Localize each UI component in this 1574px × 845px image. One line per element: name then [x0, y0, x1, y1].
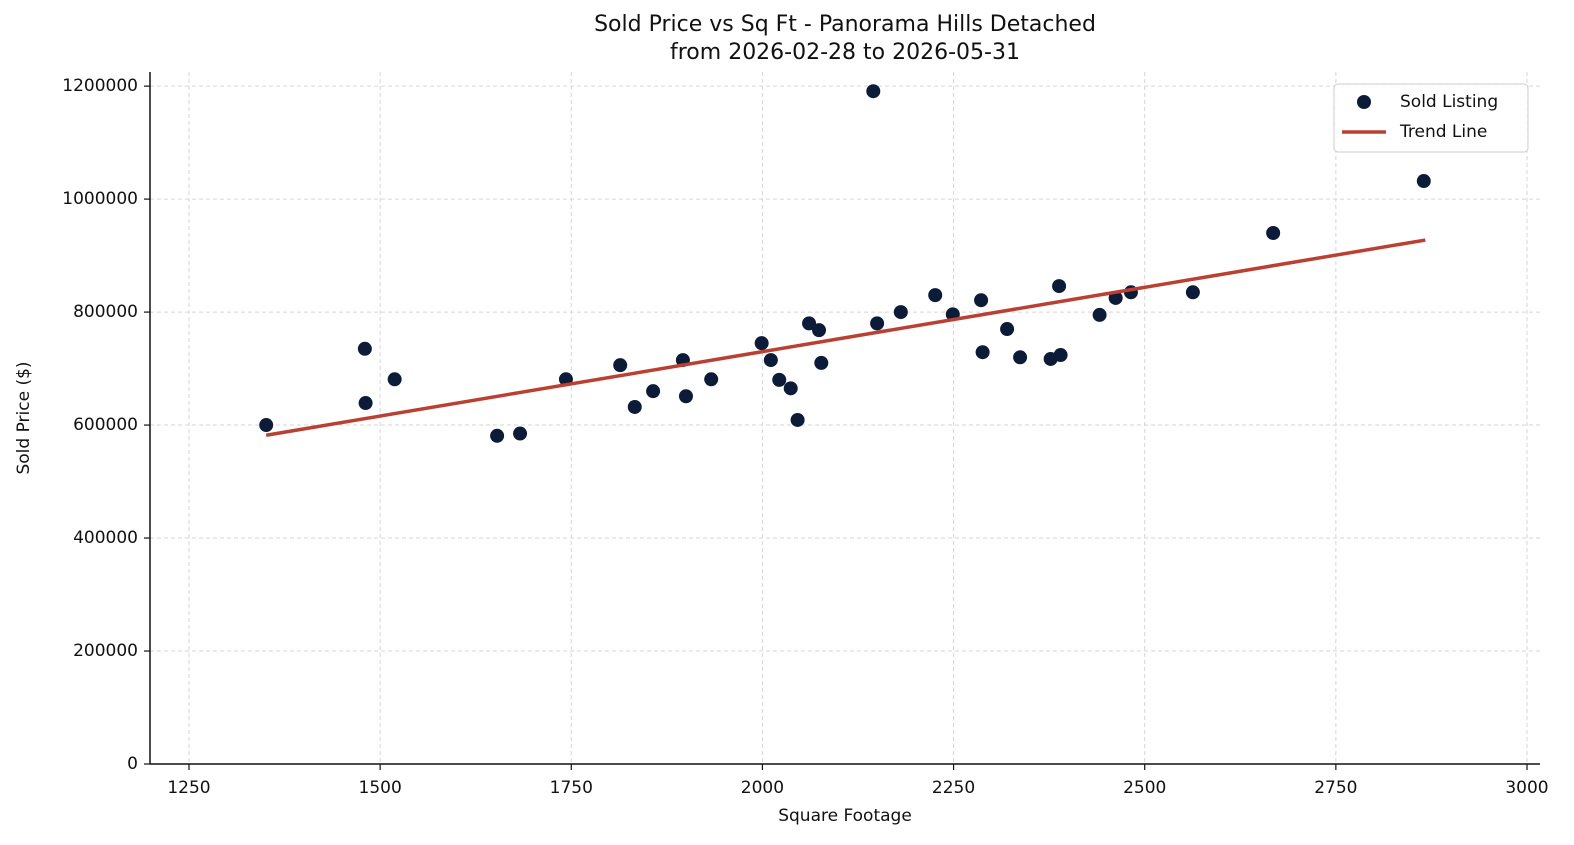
y-axis-label: Sold Price ($) [14, 361, 34, 474]
chart-title: Sold Price vs Sq Ft - Panorama Hills Det… [594, 12, 1096, 37]
legend-label: Trend Line [1399, 122, 1487, 142]
point [928, 288, 943, 303]
x-tick-label: 2750 [1314, 778, 1357, 798]
point [704, 372, 719, 387]
point [783, 381, 798, 396]
chart-subtitle: from 2026-02-28 to 2026-05-31 [670, 40, 1020, 65]
point [790, 412, 805, 427]
point [678, 389, 693, 404]
point [646, 384, 661, 399]
point [358, 396, 373, 411]
point [1092, 307, 1107, 322]
legend: Sold Listing Trend Line [1333, 83, 1529, 153]
point [754, 336, 769, 351]
point [870, 316, 885, 331]
point [490, 428, 505, 443]
point [259, 418, 274, 433]
y-tick-label: 400000 [73, 528, 138, 548]
point [763, 353, 778, 368]
point [513, 426, 528, 441]
point [1185, 285, 1200, 300]
y-tick-label: 1000000 [62, 189, 138, 209]
y-tick-label: 200000 [73, 641, 138, 661]
point [974, 293, 989, 308]
y-tick-label: 0 [127, 754, 138, 774]
legend-marker [1357, 95, 1371, 109]
trend-line [265, 238, 1426, 437]
point [1053, 348, 1068, 363]
point [627, 399, 642, 414]
point [772, 372, 787, 387]
x-tick-label: 2500 [1123, 778, 1166, 798]
point [1013, 350, 1028, 365]
x-axis-label: Square Footage [778, 806, 912, 826]
point [802, 316, 817, 331]
point [1416, 174, 1431, 189]
point [1266, 225, 1281, 240]
y-tick-label: 1200000 [62, 76, 138, 96]
x-tick-label: 2000 [741, 778, 784, 798]
x-tick-label: 3000 [1505, 778, 1548, 798]
plot [259, 84, 1431, 443]
point [1000, 322, 1015, 337]
legend-label: Sold Listing [1400, 92, 1498, 112]
legend-box [1333, 83, 1529, 153]
x-tick-label: 2250 [932, 778, 975, 798]
point [893, 305, 908, 320]
x-tick-label: 1250 [167, 778, 210, 798]
point [814, 355, 829, 370]
x-tick-label: 1500 [359, 778, 402, 798]
x-tick-label: 1750 [550, 778, 593, 798]
point [357, 341, 372, 356]
point [866, 84, 881, 99]
y-tick-label: 800000 [73, 302, 138, 322]
point [1052, 279, 1067, 294]
y-tick-label: 600000 [73, 415, 138, 435]
point [975, 345, 990, 360]
point [387, 372, 402, 387]
point [812, 323, 827, 338]
point [613, 358, 628, 373]
grid [150, 72, 1540, 765]
